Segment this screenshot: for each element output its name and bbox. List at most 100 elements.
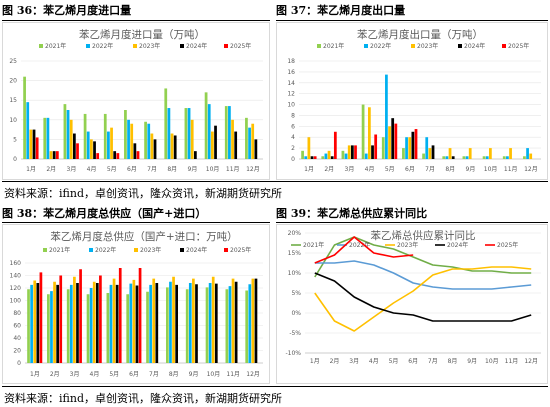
chart1-bar [344, 153, 348, 159]
chart0-bar [234, 131, 238, 159]
exports-chart: 苯乙烯月度出口量（万吨） 0 2 4 6 8 10 12 14 16 18 1月 2月 3月 4月 5月 6月 7… [287, 28, 541, 173]
chart2-bar [175, 284, 178, 363]
chart2-bar [225, 289, 229, 363]
chart0-legend-label: 2024年 [186, 42, 207, 50]
chart1-bar [321, 156, 325, 159]
chart2-bar [53, 281, 56, 363]
chart-panel-supply: 苯乙烯月度总供应（国产+进口：万吨） 0 20 40 60 80 100 120 140 160 1… [2, 224, 270, 384]
chart2-legend-label: 2021年 [49, 246, 70, 254]
chart1-bar [482, 156, 486, 159]
chart1-bar [523, 156, 526, 159]
chart1-legend-swatch [458, 44, 462, 48]
chart1-bar [313, 156, 317, 159]
chart0-legend-swatch [224, 44, 228, 48]
chart2-xtick: 6月 [129, 371, 139, 378]
chart3-xtick: 9月 [467, 358, 477, 365]
chart2-bar [245, 290, 249, 363]
chart3-series-line [314, 236, 414, 264]
chart2-bar [146, 291, 149, 363]
chart0-bar [184, 108, 188, 159]
chart0-bar [124, 110, 127, 159]
chart0-xtick: 9月 [188, 166, 198, 173]
chart2-xtick: 8月 [169, 371, 179, 378]
chart2-bar [39, 272, 43, 363]
chart1-bar [333, 131, 337, 159]
chart2-bar [66, 289, 70, 363]
chart3-legend-label: 2025年 [497, 241, 518, 249]
chart0-bar [63, 104, 67, 159]
chart0-bar [164, 88, 168, 159]
chart1-bar [304, 156, 308, 159]
chart0-ytick: 25 [9, 58, 17, 65]
chart3-legend-label: 2023年 [397, 241, 418, 249]
chart2-bar [115, 284, 119, 363]
chart2-bar [188, 283, 192, 363]
chart0-bar [52, 151, 56, 159]
chart3-series-line [314, 266, 532, 332]
chart1-bar [408, 137, 412, 159]
chart0-bar [83, 113, 87, 159]
chart2-bar [231, 278, 235, 363]
chart3-ytick: 0% [291, 310, 301, 317]
chart1-legend-label: 2022年 [370, 42, 391, 50]
chart0-legend-label: 2022年 [92, 42, 113, 50]
chart1-xtick: 9月 [466, 166, 476, 173]
chart1-bar [374, 134, 378, 159]
chart1-ytick: 2 [291, 145, 295, 152]
chart1-bar [361, 104, 365, 159]
chart0-xtick: 8月 [167, 166, 177, 173]
chart2-bar [126, 294, 130, 363]
chart1-xtick: 4月 [365, 166, 375, 173]
figure-38-rule [2, 222, 270, 223]
chart0-bar [55, 151, 59, 159]
chart2-bar [33, 280, 37, 363]
figure-37-title: 图 37：苯乙烯月度出口量 [276, 4, 406, 17]
chart0-bar [43, 117, 47, 159]
chart2-legend-label: 2024年 [186, 246, 207, 254]
figure-36-rule [2, 20, 270, 21]
chart0-bar [251, 123, 255, 159]
chart1-bar [428, 148, 432, 159]
chart2-xtick: 9月 [189, 371, 199, 378]
chart0-bar [35, 137, 39, 159]
chart3-ytick: 15% [288, 250, 302, 257]
chart1-bar [431, 145, 435, 159]
chart2-bar [59, 275, 63, 363]
chart2-bar [132, 279, 136, 363]
chart0-bar [93, 141, 96, 159]
chart1-bar [402, 148, 405, 159]
chart3-xtick: 6月 [408, 358, 418, 365]
chart2-xtick: 1月 [30, 371, 40, 378]
chart2-title: 苯乙烯月度总供应（国产+进口：万吨） [50, 230, 237, 243]
chart2-ytick: 160 [10, 260, 22, 267]
chart2-xtick: 12月 [246, 371, 260, 378]
chart0-bar [113, 151, 117, 159]
source-note-top: 资料来源：ifind，卓创资讯，隆众资讯，新湖期货研究所 [4, 187, 282, 200]
chart0-bar [69, 119, 73, 159]
chart0-bar [254, 139, 258, 159]
chart1-bar [388, 126, 391, 159]
chart0-bar [224, 106, 228, 159]
chart0-title: 苯乙烯月度进口量（万吨） [79, 28, 205, 41]
chart1-bar [301, 150, 304, 159]
chart3-xtick: 8月 [448, 358, 458, 365]
chart1-ytick: 6 [291, 123, 295, 130]
chart2-bar [118, 268, 122, 363]
chart2-bar [208, 283, 212, 363]
chart0-bar [214, 125, 217, 159]
chart1-bar [350, 145, 354, 159]
chart1-legend-swatch [502, 44, 506, 48]
chart1-bar [448, 148, 452, 159]
chart1-bar [394, 123, 398, 159]
chart3-xtick: 7月 [428, 358, 438, 365]
chart3-ytick: -5% [289, 330, 301, 337]
chart0-bar [46, 117, 50, 159]
chart2-bar [50, 291, 53, 363]
chart1-bar [506, 156, 509, 159]
chart0-bar [190, 119, 194, 159]
chart0-bar [107, 131, 110, 159]
chart0-legend-swatch [39, 44, 43, 48]
chart2-bar [211, 276, 215, 363]
chart0-bar [136, 151, 140, 159]
chart1-bar [381, 137, 385, 159]
